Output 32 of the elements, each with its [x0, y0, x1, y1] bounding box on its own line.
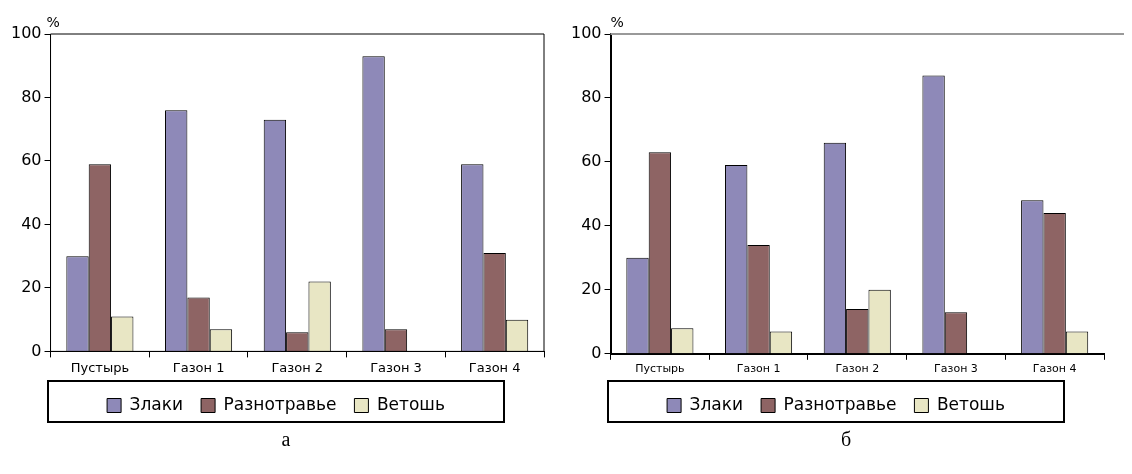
y-axis-title: % [46, 13, 60, 30]
legend-label: Разнотравье [223, 393, 337, 414]
y-tick-label: 40 [581, 215, 602, 235]
text: а [280, 428, 292, 451]
y-tick-label: 80 [21, 86, 42, 106]
y-tick-label: 40 [21, 213, 42, 233]
y-axis-title: % [610, 13, 624, 30]
x-tick-label: Пустырь [635, 362, 685, 376]
legend-label: Ветошь [376, 393, 445, 414]
y-tick-label: 20 [21, 277, 42, 297]
x-tick-label: Газон 2 [271, 359, 324, 375]
x-tick-label: Газон 3 [934, 362, 978, 376]
y-tick-label: 60 [581, 151, 602, 171]
x-tick-label: Пустырь [70, 359, 130, 375]
x-tick-label: Газон 4 [1032, 362, 1077, 376]
text: б [839, 428, 853, 451]
y-tick-label: 100 [570, 23, 602, 43]
y-tick-label: 20 [581, 279, 602, 298]
y-tick-label: 60 [21, 150, 42, 170]
x-tick-label: Газон 3 [370, 359, 422, 375]
legend-label: Злаки [689, 393, 744, 414]
y-tick-label: 80 [581, 87, 602, 107]
x-tick-label: Газон 1 [736, 362, 781, 376]
y-tick-label: 0 [31, 340, 42, 360]
legend-label: Разнотравье [783, 393, 897, 414]
x-tick-label: Газон 2 [835, 362, 880, 376]
x-tick-label: Газон 1 [172, 359, 225, 375]
y-tick-label: 0 [591, 342, 602, 362]
y-tick-label: 100 [10, 23, 42, 43]
x-tick-label: Газон 4 [468, 359, 521, 375]
legend-label: Злаки [129, 393, 184, 414]
legend-label: Ветошь [936, 393, 1005, 414]
